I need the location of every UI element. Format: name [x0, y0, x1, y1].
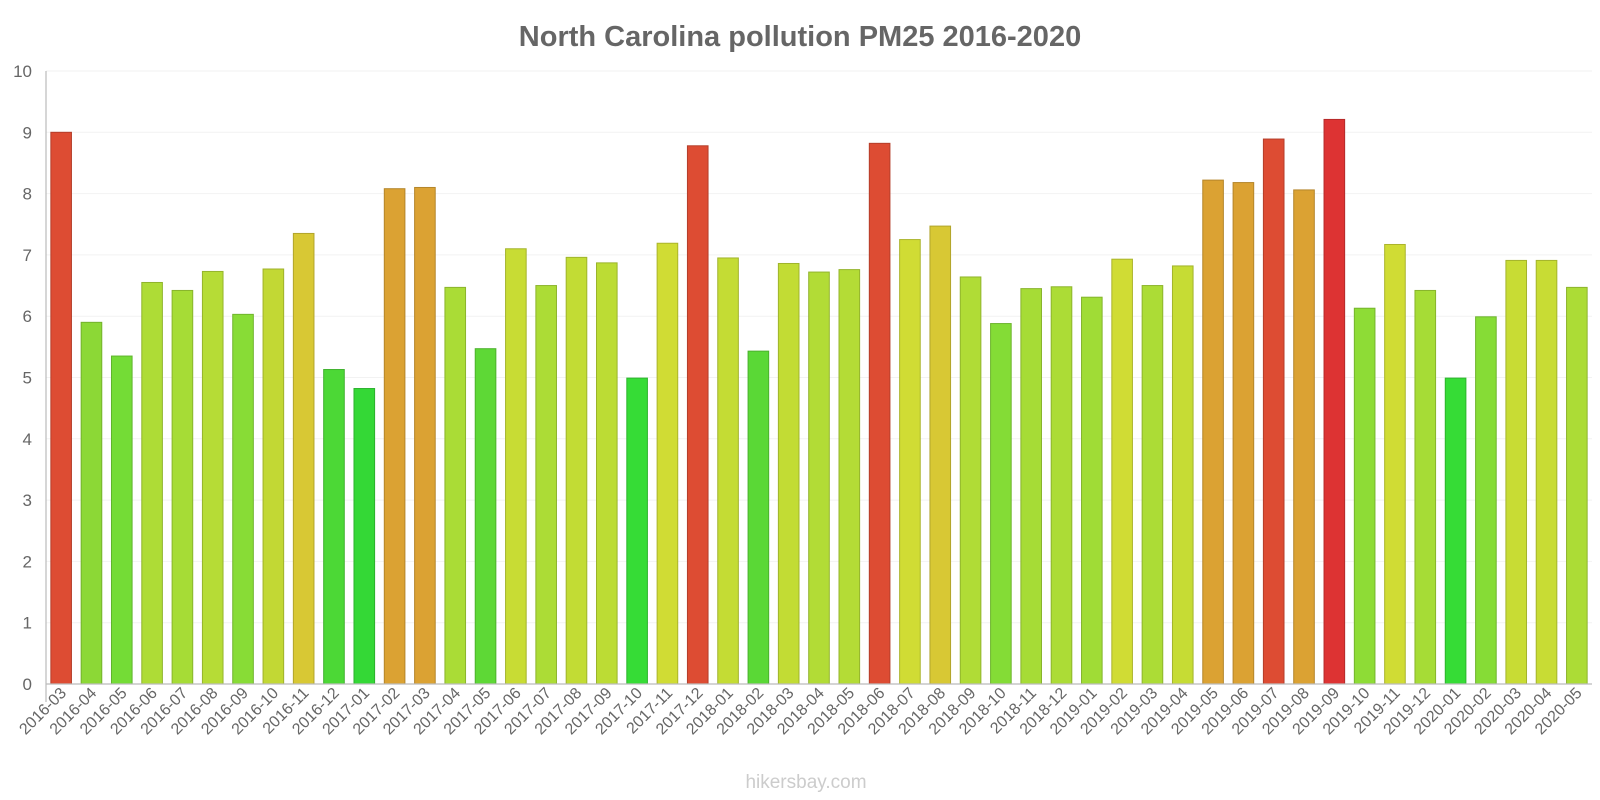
bar-2018-09[interactable] — [959, 276, 982, 685]
y-tick-label: 9 — [23, 123, 32, 142]
bar-2018-06[interactable] — [868, 142, 891, 685]
bar-2019-09[interactable] — [1323, 118, 1346, 685]
y-tick-label: 10 — [13, 62, 32, 81]
bar-2017-08[interactable] — [565, 256, 588, 685]
bar-2019-05[interactable] — [1202, 179, 1224, 685]
bar-2016-08[interactable] — [201, 270, 224, 685]
bar-2017-07[interactable] — [535, 285, 557, 685]
bar-2016-10[interactable] — [262, 268, 285, 685]
bar-2016-03[interactable] — [50, 131, 72, 685]
axes — [45, 71, 1592, 702]
bar-2018-02[interactable] — [747, 350, 770, 685]
bar-2016-07[interactable] — [171, 289, 194, 685]
bar-2018-10[interactable] — [990, 323, 1012, 685]
bar-2016-05[interactable] — [110, 355, 133, 685]
bar-2020-04[interactable] — [1535, 259, 1558, 685]
bar-2016-09[interactable] — [232, 313, 254, 685]
bar-2016-06[interactable] — [141, 281, 163, 685]
y-tick-label: 5 — [23, 369, 32, 388]
bar-2019-11[interactable] — [1384, 243, 1406, 685]
bar-2019-01[interactable] — [1081, 296, 1103, 685]
bar-2016-12[interactable] — [323, 369, 345, 685]
bar-2019-08[interactable] — [1293, 189, 1315, 685]
bar-2018-05[interactable] — [838, 269, 861, 685]
bar-2018-07[interactable] — [899, 239, 921, 685]
bar-2017-11[interactable] — [656, 242, 679, 685]
y-tick-labels: 0 1 2 3 4 5 6 7 8 9 10 — [13, 62, 32, 694]
bar-2018-04[interactable] — [808, 271, 830, 685]
bar-2017-02[interactable] — [383, 188, 406, 685]
bar-2017-03[interactable] — [414, 186, 436, 685]
bar-2019-03[interactable] — [1141, 285, 1164, 685]
bar-2017-09[interactable] — [596, 262, 618, 685]
bar-2018-12[interactable] — [1050, 286, 1073, 685]
bar-2020-01[interactable] — [1444, 377, 1467, 685]
bar-2017-12[interactable] — [686, 145, 709, 685]
y-tick-label: 4 — [23, 430, 32, 449]
bar-2017-05[interactable] — [474, 348, 497, 685]
bar-2016-04[interactable] — [80, 321, 103, 685]
y-tick-label: 1 — [23, 614, 32, 633]
bar-2017-01[interactable] — [353, 388, 376, 685]
y-tick-label: 7 — [23, 246, 32, 265]
bar-2019-10[interactable] — [1353, 307, 1376, 685]
bar-2019-02[interactable] — [1111, 258, 1133, 685]
bars — [50, 118, 1588, 685]
bar-2020-05[interactable] — [1566, 286, 1588, 685]
bar-2019-12[interactable] — [1414, 289, 1437, 685]
bar-2018-01[interactable] — [717, 257, 739, 685]
bar-2020-03[interactable] — [1505, 259, 1528, 685]
bar-2017-10[interactable] — [626, 377, 648, 685]
y-tick-label: 6 — [23, 307, 32, 326]
y-tick-label: 3 — [23, 491, 32, 510]
bar-2017-06[interactable] — [505, 248, 527, 685]
y-tick-label: 2 — [23, 552, 32, 571]
chart-title: North Carolina pollution PM25 2016-2020 — [519, 21, 1081, 53]
bar-2019-04[interactable] — [1171, 265, 1194, 685]
bar-2020-02[interactable] — [1475, 316, 1497, 685]
bar-2019-06[interactable] — [1232, 182, 1255, 685]
bar-2019-07[interactable] — [1262, 138, 1285, 685]
bar-2017-04[interactable] — [444, 286, 467, 685]
x-tick-labels: 2016-032016-042016-052016-062016-072016-… — [16, 685, 1585, 739]
y-tick-label: 8 — [23, 185, 32, 204]
bar-2016-11[interactable] — [292, 232, 315, 685]
bar-2018-11[interactable] — [1020, 288, 1043, 685]
watermark-text: hikersbay.com — [745, 772, 866, 793]
y-tick-label: 0 — [23, 675, 32, 694]
bar-2018-08[interactable] — [929, 225, 952, 685]
bar-2018-03[interactable] — [777, 262, 800, 685]
